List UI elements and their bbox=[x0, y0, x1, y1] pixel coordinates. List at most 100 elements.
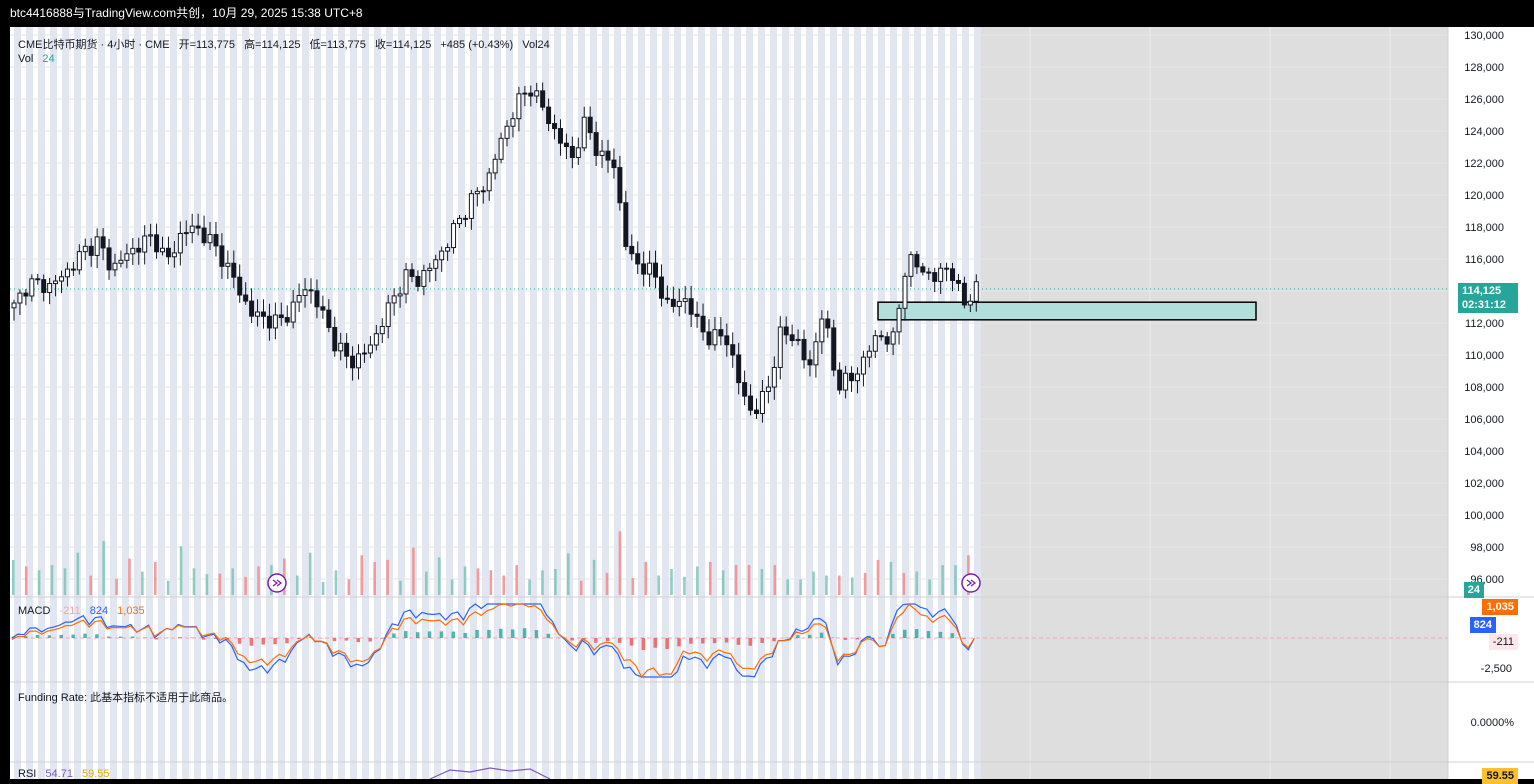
session-band bbox=[518, 27, 525, 779]
volume-bar bbox=[838, 576, 841, 596]
session-band bbox=[710, 27, 717, 779]
candle-body bbox=[909, 255, 913, 277]
candle-body bbox=[297, 295, 301, 302]
candle-body bbox=[956, 280, 960, 283]
candle-body bbox=[65, 269, 69, 277]
macd-histogram-bar bbox=[285, 638, 289, 643]
candle-body bbox=[143, 236, 147, 252]
candle-body bbox=[499, 138, 503, 159]
session-band bbox=[26, 27, 33, 779]
macd-histogram-bar bbox=[48, 635, 52, 638]
session-band bbox=[542, 27, 549, 779]
macd-histogram-bar bbox=[701, 638, 705, 643]
session-band bbox=[374, 27, 381, 779]
session-band bbox=[98, 27, 105, 779]
candle-body bbox=[897, 308, 901, 332]
macd-histogram-bar bbox=[345, 638, 349, 641]
candle-body bbox=[250, 301, 254, 316]
candle-body bbox=[327, 310, 331, 327]
volume-bar bbox=[309, 553, 312, 595]
macd-line-value: 824 bbox=[90, 605, 108, 617]
session-band bbox=[662, 27, 669, 779]
session-band bbox=[122, 27, 129, 779]
macd-histogram-bar bbox=[547, 634, 551, 638]
macd-histogram-bar bbox=[808, 635, 812, 638]
macd-histogram-bar bbox=[475, 630, 479, 638]
macd-histogram-bar bbox=[796, 635, 800, 638]
price-tick-label: 106,000 bbox=[1464, 414, 1504, 426]
candle-body bbox=[410, 270, 414, 277]
volume-bar bbox=[941, 565, 944, 595]
macd-histogram-bar bbox=[452, 632, 456, 638]
chart-svg[interactable]: 96,00098,000100,000102,000104,000106,000… bbox=[10, 27, 1534, 779]
high-value: 高=114,125 bbox=[244, 39, 300, 51]
volume-bar bbox=[851, 577, 854, 595]
candle-body bbox=[867, 351, 871, 357]
macd-histogram-bar bbox=[71, 635, 75, 638]
volume-bar bbox=[386, 560, 389, 595]
candle-body bbox=[261, 312, 265, 316]
macd-histogram-bar bbox=[915, 629, 919, 638]
candle-body bbox=[77, 252, 81, 270]
candle-body bbox=[517, 94, 521, 119]
symbol-label[interactable]: CME比特币期货 · 4小时 · CME bbox=[18, 39, 170, 51]
volume-bar bbox=[722, 570, 725, 595]
volume-bar bbox=[464, 566, 467, 595]
volume-bar bbox=[696, 566, 699, 595]
session-band bbox=[458, 27, 465, 779]
candle-body bbox=[642, 264, 646, 274]
candle-body bbox=[137, 248, 141, 252]
macd-histogram-bar bbox=[570, 638, 574, 640]
macd-histogram-bar bbox=[844, 638, 848, 640]
vol-value: 24 bbox=[42, 53, 54, 65]
session-band bbox=[170, 27, 177, 779]
rsi-label[interactable]: RSI bbox=[18, 768, 36, 780]
macd-histogram-bar bbox=[119, 637, 123, 638]
candle-body bbox=[226, 263, 230, 266]
candle-body bbox=[808, 360, 812, 365]
rsi-badge: 59.55 bbox=[1482, 768, 1518, 784]
session-band bbox=[410, 27, 417, 779]
candle-body bbox=[54, 281, 58, 284]
candle-body bbox=[42, 280, 46, 293]
volume-bar bbox=[425, 572, 428, 595]
macd-histogram-bar bbox=[83, 634, 87, 638]
session-band bbox=[326, 27, 333, 779]
macd-histogram-bar bbox=[523, 628, 527, 638]
candle-body bbox=[962, 283, 966, 305]
macd-histogram-bar bbox=[772, 638, 776, 641]
session-band bbox=[278, 27, 285, 779]
volume-bar bbox=[206, 574, 209, 595]
volume-bar bbox=[773, 565, 776, 595]
candle-body bbox=[921, 267, 925, 272]
candle-body bbox=[481, 191, 485, 192]
volume-bar bbox=[490, 570, 493, 595]
candle-body bbox=[636, 254, 640, 264]
session-band bbox=[206, 27, 213, 779]
session-band bbox=[86, 27, 93, 779]
candle-body bbox=[279, 315, 283, 318]
candle-body bbox=[535, 91, 539, 96]
volume-bar bbox=[373, 562, 376, 595]
volume-bar bbox=[928, 579, 931, 595]
price-tick-label: 124,000 bbox=[1464, 126, 1504, 138]
macd-histogram-bar bbox=[499, 629, 503, 638]
macd-histogram-bar bbox=[927, 631, 931, 638]
candle-body bbox=[475, 191, 479, 193]
price-tick-label: 108,000 bbox=[1464, 382, 1504, 394]
macd-label[interactable]: MACD bbox=[18, 605, 50, 617]
candle-body bbox=[172, 253, 176, 257]
candle-body bbox=[850, 373, 854, 380]
candle-body bbox=[232, 263, 236, 277]
candle-body bbox=[202, 228, 206, 243]
price-tick-label: 118,000 bbox=[1465, 222, 1504, 234]
session-band bbox=[38, 27, 45, 779]
macd-histogram-bar bbox=[962, 638, 966, 639]
macd-histogram-bar bbox=[250, 638, 254, 646]
volume-bar bbox=[322, 582, 325, 595]
candle-body bbox=[582, 117, 586, 148]
candle-body bbox=[155, 235, 159, 252]
candle-body bbox=[939, 268, 943, 281]
session-band bbox=[950, 27, 957, 779]
